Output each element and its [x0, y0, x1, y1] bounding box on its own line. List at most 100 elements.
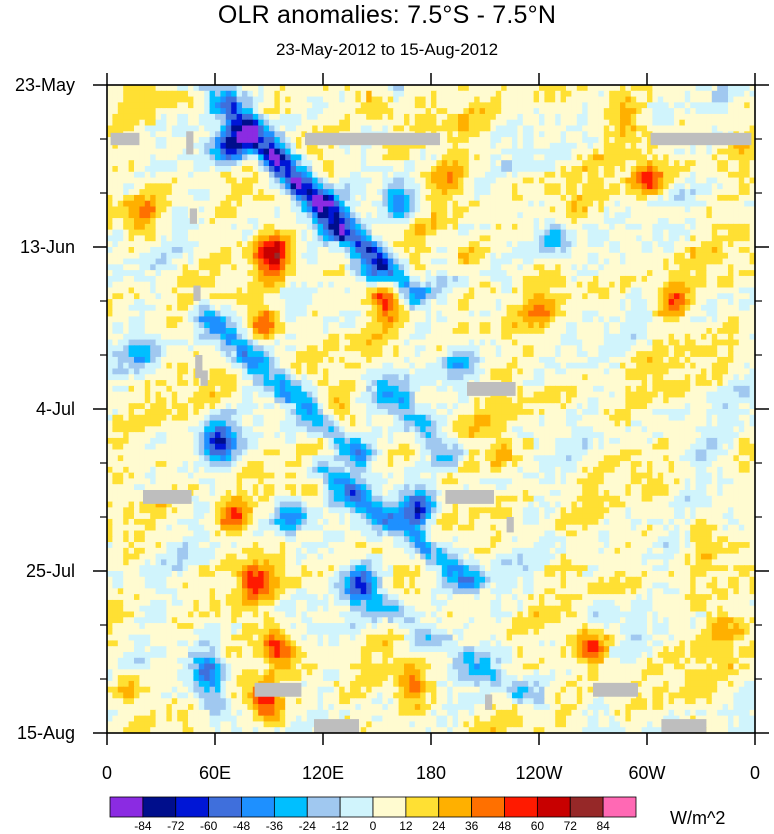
- heatmap-cell: [749, 200, 756, 208]
- heatmap-cell: [485, 252, 491, 260]
- heatmap-cell: [123, 171, 130, 179]
- heatmap-cell: [209, 270, 216, 277]
- heatmap-cell: [598, 281, 605, 289]
- heatmap-cell: [684, 293, 691, 300]
- heatmap-cell: [717, 235, 724, 242]
- heatmap-cell: [555, 194, 562, 202]
- heatmap-cell: [647, 229, 653, 237]
- chart-title: OLR anomalies: 7.5°S - 7.5°N: [217, 1, 557, 29]
- heatmap-cell: [414, 148, 421, 156]
- heatmap-cell: [512, 125, 518, 132]
- heatmap-cell: [668, 171, 675, 179]
- heatmap-cell: [582, 189, 589, 196]
- heatmap-cell: [112, 183, 119, 190]
- heatmap-cell: [479, 281, 486, 289]
- heatmap-cell: [333, 200, 340, 208]
- heatmap-cell: [728, 229, 734, 237]
- heatmap-cell: [117, 287, 124, 294]
- heatmap-cell: [620, 229, 626, 237]
- heatmap-cell: [652, 200, 659, 208]
- heatmap-cell: [220, 229, 227, 237]
- heatmap-cell: [690, 252, 697, 260]
- heatmap-cell: [695, 85, 702, 92]
- heatmap-cell: [517, 264, 524, 271]
- heatmap-cell: [290, 119, 297, 127]
- heatmap-cell: [144, 125, 151, 132]
- heatmap-cell: [576, 177, 583, 184]
- heatmap-cell: [360, 160, 367, 167]
- heatmap-cell: [711, 235, 718, 242]
- heatmap-cell: [512, 235, 518, 242]
- heatmap-cell: [247, 322, 254, 329]
- heatmap-cell: [733, 142, 740, 150]
- heatmap-cell: [398, 299, 405, 306]
- heatmap-cell: [166, 154, 173, 161]
- heatmap-cell: [301, 183, 308, 190]
- heatmap-cell: [107, 102, 113, 109]
- heatmap-cell: [344, 119, 351, 127]
- heatmap-cell: [382, 229, 389, 237]
- heatmap-cell: [355, 252, 362, 260]
- heatmap-cell: [274, 183, 281, 190]
- heatmap-cell: [706, 183, 713, 190]
- heatmap-cell: [684, 189, 691, 196]
- heatmap-cell: [436, 160, 443, 167]
- heatmap-cell: [117, 113, 124, 121]
- heatmap-cell: [204, 90, 211, 98]
- heatmap-cell: [485, 270, 491, 277]
- heatmap-cell: [560, 166, 567, 173]
- heatmap-cell: [242, 119, 248, 127]
- heatmap-cell: [323, 304, 329, 312]
- heatmap-cell: [571, 258, 578, 265]
- heatmap-cell: [263, 142, 270, 150]
- heatmap-cell: [738, 275, 745, 283]
- heatmap-cell: [625, 270, 632, 277]
- heatmap-cell: [333, 125, 340, 132]
- heatmap-cell: [161, 142, 167, 150]
- heatmap-cell: [366, 316, 373, 323]
- heatmap-cell: [452, 154, 459, 161]
- heatmap-cell: [690, 299, 697, 306]
- heatmap-cell: [328, 218, 335, 225]
- heatmap-cell: [571, 113, 578, 121]
- heatmap-cell: [161, 177, 167, 184]
- heatmap-cell: [555, 223, 562, 231]
- heatmap-cell: [539, 108, 545, 115]
- heatmap-cell: [695, 113, 702, 121]
- heatmap-cell: [485, 160, 491, 167]
- heatmap-cell: [296, 166, 302, 173]
- heatmap-cell: [339, 252, 346, 260]
- heatmap-cell: [247, 206, 254, 213]
- heatmap-cell: [506, 85, 513, 92]
- heatmap-cell: [134, 194, 140, 202]
- heatmap-cell: [733, 241, 740, 248]
- heatmap-cell: [436, 212, 443, 219]
- heatmap-cell: [517, 212, 524, 219]
- heatmap-cell: [717, 119, 724, 127]
- heatmap-cell: [350, 241, 356, 248]
- heatmap-cell: [420, 316, 427, 323]
- heatmap-cell: [539, 96, 545, 103]
- heatmap-cell: [620, 189, 626, 196]
- heatmap-cell: [139, 287, 146, 294]
- heatmap-cell: [128, 96, 135, 103]
- heatmap-cell: [738, 241, 745, 248]
- heatmap-cell: [749, 108, 756, 115]
- heatmap-cell: [690, 304, 697, 312]
- heatmap-cell: [333, 299, 340, 306]
- heatmap-cell: [155, 322, 162, 329]
- heatmap-cell: [350, 258, 356, 265]
- heatmap-cell: [485, 275, 491, 283]
- heatmap-cell: [641, 299, 648, 306]
- heatmap-cell: [533, 113, 540, 121]
- heatmap-cell: [441, 206, 448, 213]
- heatmap-cell: [641, 102, 648, 109]
- heatmap-cell: [447, 125, 454, 132]
- heatmap-cell: [684, 119, 691, 127]
- heatmap-cell: [128, 229, 135, 237]
- heatmap-cell: [404, 160, 410, 167]
- heatmap-cell: [366, 275, 373, 283]
- heatmap-cell: [593, 125, 599, 132]
- heatmap-cell: [474, 113, 481, 121]
- heatmap-cell: [636, 166, 643, 173]
